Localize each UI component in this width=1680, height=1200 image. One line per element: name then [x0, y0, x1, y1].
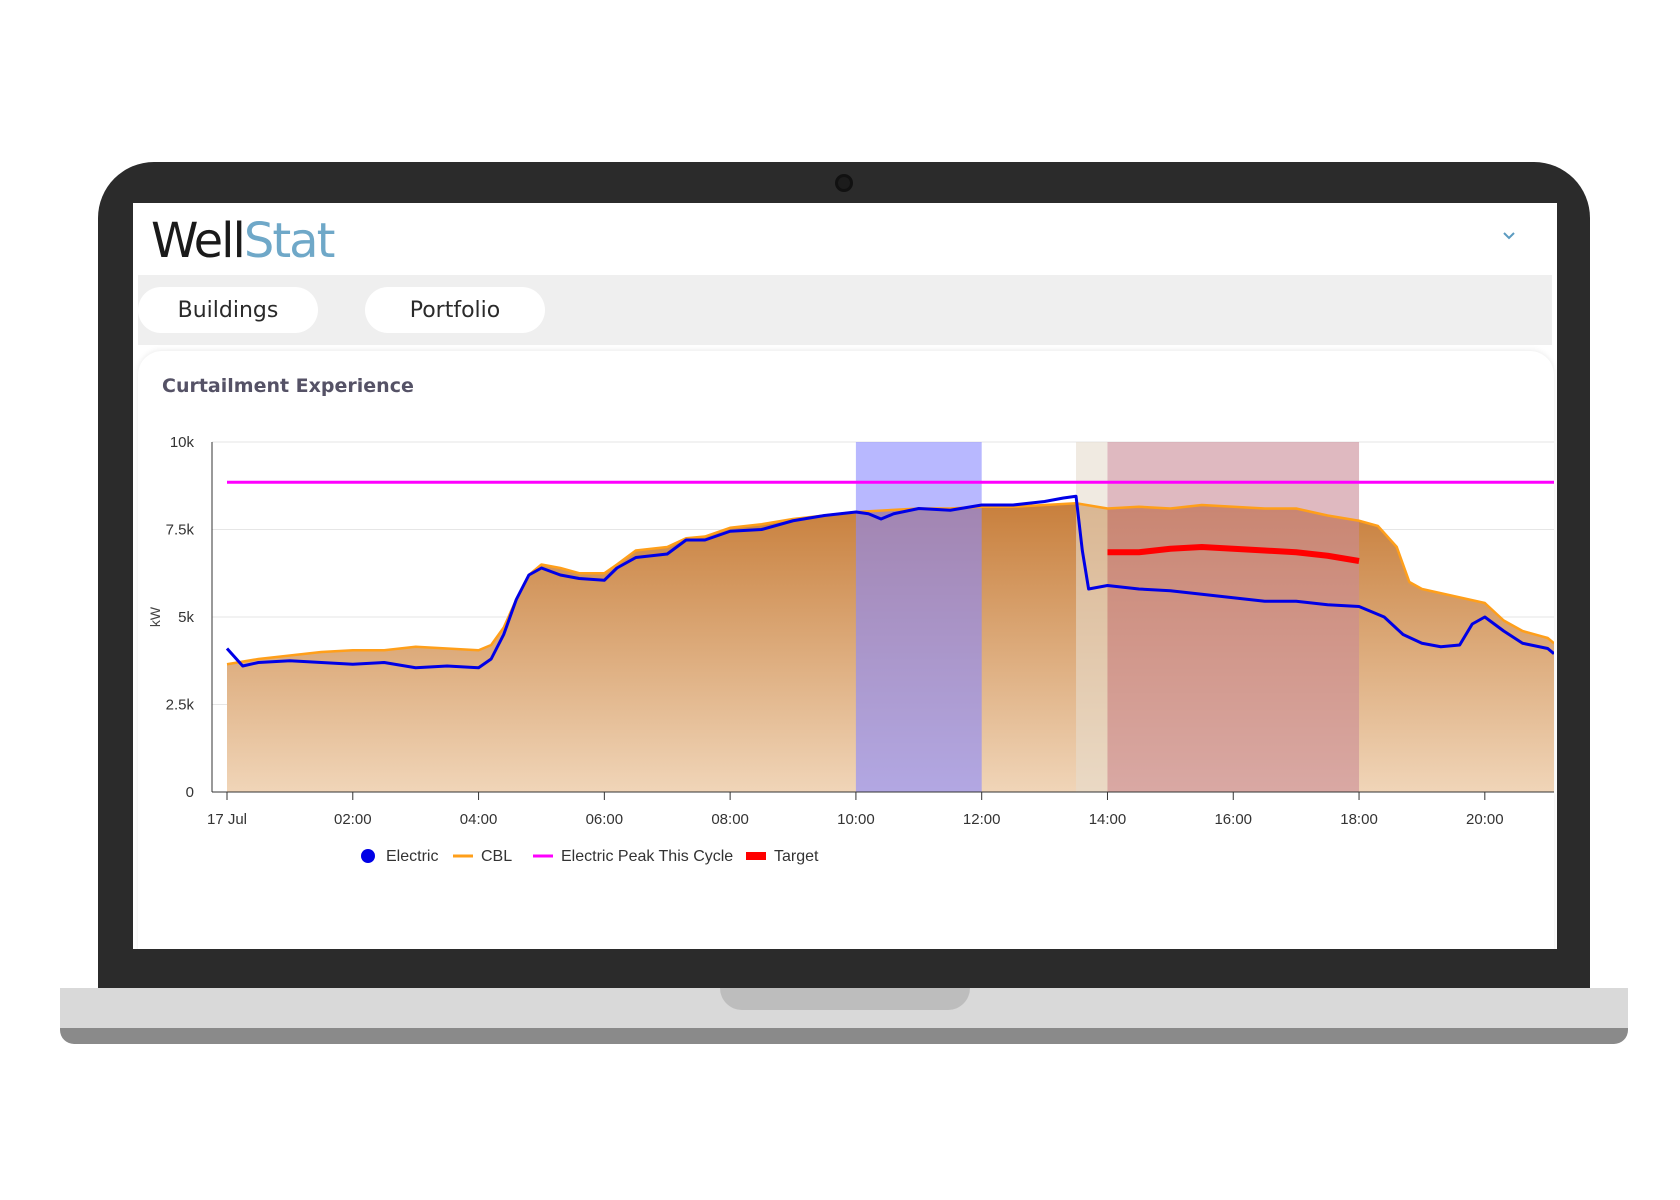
x-tick-label: 16:00 — [1214, 811, 1252, 828]
series-target-line — [1107, 544, 1360, 564]
y-tick-label: 5k — [178, 609, 194, 626]
y-tick-label: 2.5k — [166, 697, 195, 714]
x-tick-label: 04:00 — [460, 811, 498, 828]
legend-label: Target — [774, 848, 819, 865]
app-screen: WellStat Buildings Portfolio Curtailment… — [133, 203, 1557, 949]
curtailment-card: Curtailment Experience 0 2.5k 5k 7.5k 10k kW 1… — [138, 351, 1554, 949]
x-tick-label: 12:00 — [963, 811, 1001, 828]
x-tick-label: 06:00 — [586, 811, 624, 828]
legend-item: Electric Peak This Cycle — [533, 848, 733, 865]
legend-item: Target — [746, 848, 819, 865]
tab-buildings[interactable]: Buildings — [138, 287, 318, 333]
legend-marker-electric — [361, 849, 375, 863]
x-tick-label: 08:00 — [711, 811, 749, 828]
x-tick-label: 18:00 — [1340, 811, 1378, 828]
highlight-band — [855, 442, 982, 792]
brand-logo-part2: Stat — [243, 213, 336, 269]
legend-item: CBL — [453, 848, 512, 865]
x-tick-label: 02:00 — [334, 811, 372, 828]
series-electric-line — [225, 494, 1554, 670]
tab-portfolio[interactable]: Portfolio — [365, 287, 545, 333]
y-tick-label: 0 — [186, 784, 194, 801]
legend-marker-target — [746, 852, 766, 860]
legend-label: Electric — [386, 848, 438, 865]
brand-logo[interactable]: WellStat — [151, 211, 336, 271]
legend-label: CBL — [481, 848, 512, 865]
x-tick-label: 10:00 — [837, 811, 875, 828]
nav-bar: Buildings Portfolio — [138, 275, 1552, 345]
curtailment-chart: 0 2.5k 5k 7.5k 10k kW 17 Jul 02:00 04:00 06:00 08:… — [147, 434, 1554, 865]
highlight-band — [1107, 442, 1360, 792]
webcam — [835, 174, 853, 192]
x-tick-label: 20:00 — [1466, 811, 1504, 828]
y-tick-label: 7.5k — [166, 522, 195, 539]
laptop-notch — [720, 988, 970, 1010]
chevron-down-icon[interactable] — [1501, 227, 1517, 243]
x-tick-label: 17 Jul — [207, 811, 247, 828]
y-tick-label: 10k — [170, 434, 195, 451]
card-title: Curtailment Experience — [162, 375, 414, 397]
legend-label: Electric Peak This Cycle — [561, 848, 733, 865]
brand-logo-part1: Well — [151, 213, 246, 269]
x-tick-label: 14:00 — [1089, 811, 1127, 828]
laptop-base-edge — [60, 1028, 1628, 1044]
legend-item: Electric — [361, 848, 438, 865]
y-axis-label: kW — [147, 606, 163, 627]
highlight-band — [1076, 442, 1108, 792]
